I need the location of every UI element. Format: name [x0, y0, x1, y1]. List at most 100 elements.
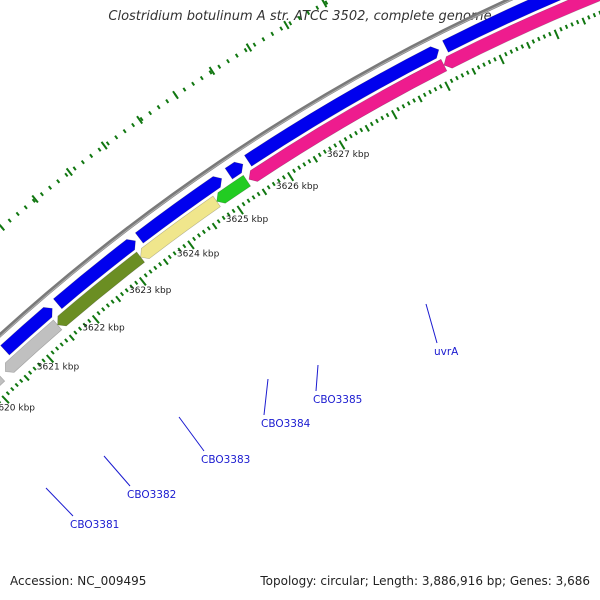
gene-label: CBO3381: [70, 519, 119, 531]
minor-tick: [192, 236, 197, 242]
minor-tick: [460, 73, 465, 78]
minor-tick: [162, 258, 169, 266]
major-tick: [187, 240, 195, 250]
minor-tick: [449, 78, 454, 84]
outer-dash: [65, 167, 73, 177]
outer-dot: [297, 15, 302, 21]
minor-tick: [143, 273, 148, 278]
minor-tick: [493, 57, 497, 62]
outer-dot: [217, 64, 222, 69]
gene-cbo3381: [0, 375, 6, 386]
outer-dot: [7, 218, 12, 223]
outer-dot: [261, 37, 266, 42]
outer-dot: [165, 99, 170, 104]
minor-tick: [526, 41, 531, 49]
forward-gene: [0, 307, 53, 356]
minor-tick: [59, 342, 64, 347]
minor-tick: [359, 127, 364, 133]
outer-dot: [234, 53, 239, 58]
minor-tick: [172, 251, 177, 256]
gene-label: CBO3383: [201, 454, 250, 466]
minor-tick: [312, 155, 319, 163]
minor-tick: [196, 233, 201, 238]
outer-dash: [208, 66, 216, 76]
minor-tick: [401, 104, 406, 109]
forward-gene: [52, 239, 136, 310]
map-title: Clostridium botulinum A str. ATCC 3502, …: [108, 9, 492, 24]
minor-tick: [471, 67, 477, 75]
outer-dot: [47, 185, 53, 190]
minor-tick: [55, 346, 60, 351]
tick-label: 3626 kbp: [276, 182, 319, 192]
minor-tick: [322, 149, 327, 154]
minor-tick: [182, 243, 187, 249]
gene-label: CBO3384: [261, 418, 311, 430]
outer-dot: [72, 166, 77, 171]
tick-label: 3620 kbp: [0, 403, 35, 413]
minor-tick: [266, 185, 271, 190]
tick-label: 3625 kbp: [226, 215, 269, 225]
minor-tick: [509, 49, 514, 54]
minor-tick: [68, 334, 75, 342]
minor-tick: [564, 24, 569, 30]
forward-gene: [224, 161, 244, 180]
minor-tick: [77, 326, 83, 331]
outer-dot: [31, 198, 36, 203]
outer-dot: [288, 21, 293, 26]
outer-dot: [279, 26, 284, 31]
minor-tick: [64, 338, 69, 343]
minor-tick: [10, 386, 15, 392]
minor-tick: [14, 382, 19, 388]
forward-gene: [442, 0, 562, 53]
outer-dot: [182, 87, 187, 92]
outer-dot: [252, 42, 257, 47]
tick-label: 3621 kbp: [37, 363, 80, 373]
minor-tick: [297, 165, 302, 170]
tick-label: 3623 kbp: [129, 286, 172, 296]
minor-tick: [433, 86, 438, 92]
tick-label: 3622 kbp: [82, 324, 125, 334]
minor-tick: [153, 265, 158, 271]
outer-dash: [0, 223, 6, 231]
minor-tick: [221, 215, 226, 221]
outer-dash: [245, 43, 253, 52]
gene-cbo3385: [216, 174, 251, 204]
minor-tick: [364, 124, 370, 132]
major-tick: [1, 395, 10, 404]
minor-tick: [482, 62, 486, 67]
outer-dot: [270, 31, 275, 37]
minor-tick: [241, 201, 246, 207]
gene-label-leader: [45, 487, 74, 517]
outer-dash: [31, 194, 39, 204]
minor-tick: [570, 22, 574, 27]
minor-tick: [167, 254, 172, 260]
minor-tick: [124, 288, 129, 293]
forward-gene: [134, 176, 223, 244]
minor-tick: [531, 39, 536, 44]
outer-dot: [97, 147, 102, 152]
tick-label: 3624 kbp: [177, 250, 220, 260]
gene-cbo3382: [4, 319, 63, 373]
minor-tick: [206, 226, 211, 231]
genome-backbone: [0, 0, 514, 338]
gene-label-leader: [103, 455, 131, 487]
major-tick: [338, 140, 346, 150]
minor-tick: [592, 12, 597, 18]
outer-dot: [191, 81, 196, 87]
outer-dot: [56, 179, 61, 184]
minor-tick: [211, 222, 218, 230]
minor-tick: [281, 175, 286, 180]
minor-tick: [73, 330, 78, 335]
minor-tick: [246, 198, 251, 203]
minor-tick: [476, 65, 481, 70]
minor-tick: [354, 130, 358, 136]
outer-dot: [208, 70, 213, 75]
major-tick: [236, 205, 244, 215]
minor-tick: [515, 46, 519, 52]
outer-dot: [199, 75, 204, 81]
outer-dot: [15, 211, 20, 217]
outer-dot: [89, 153, 94, 159]
minor-tick: [504, 51, 508, 57]
major-tick: [553, 29, 560, 40]
minor-tick: [406, 101, 411, 106]
